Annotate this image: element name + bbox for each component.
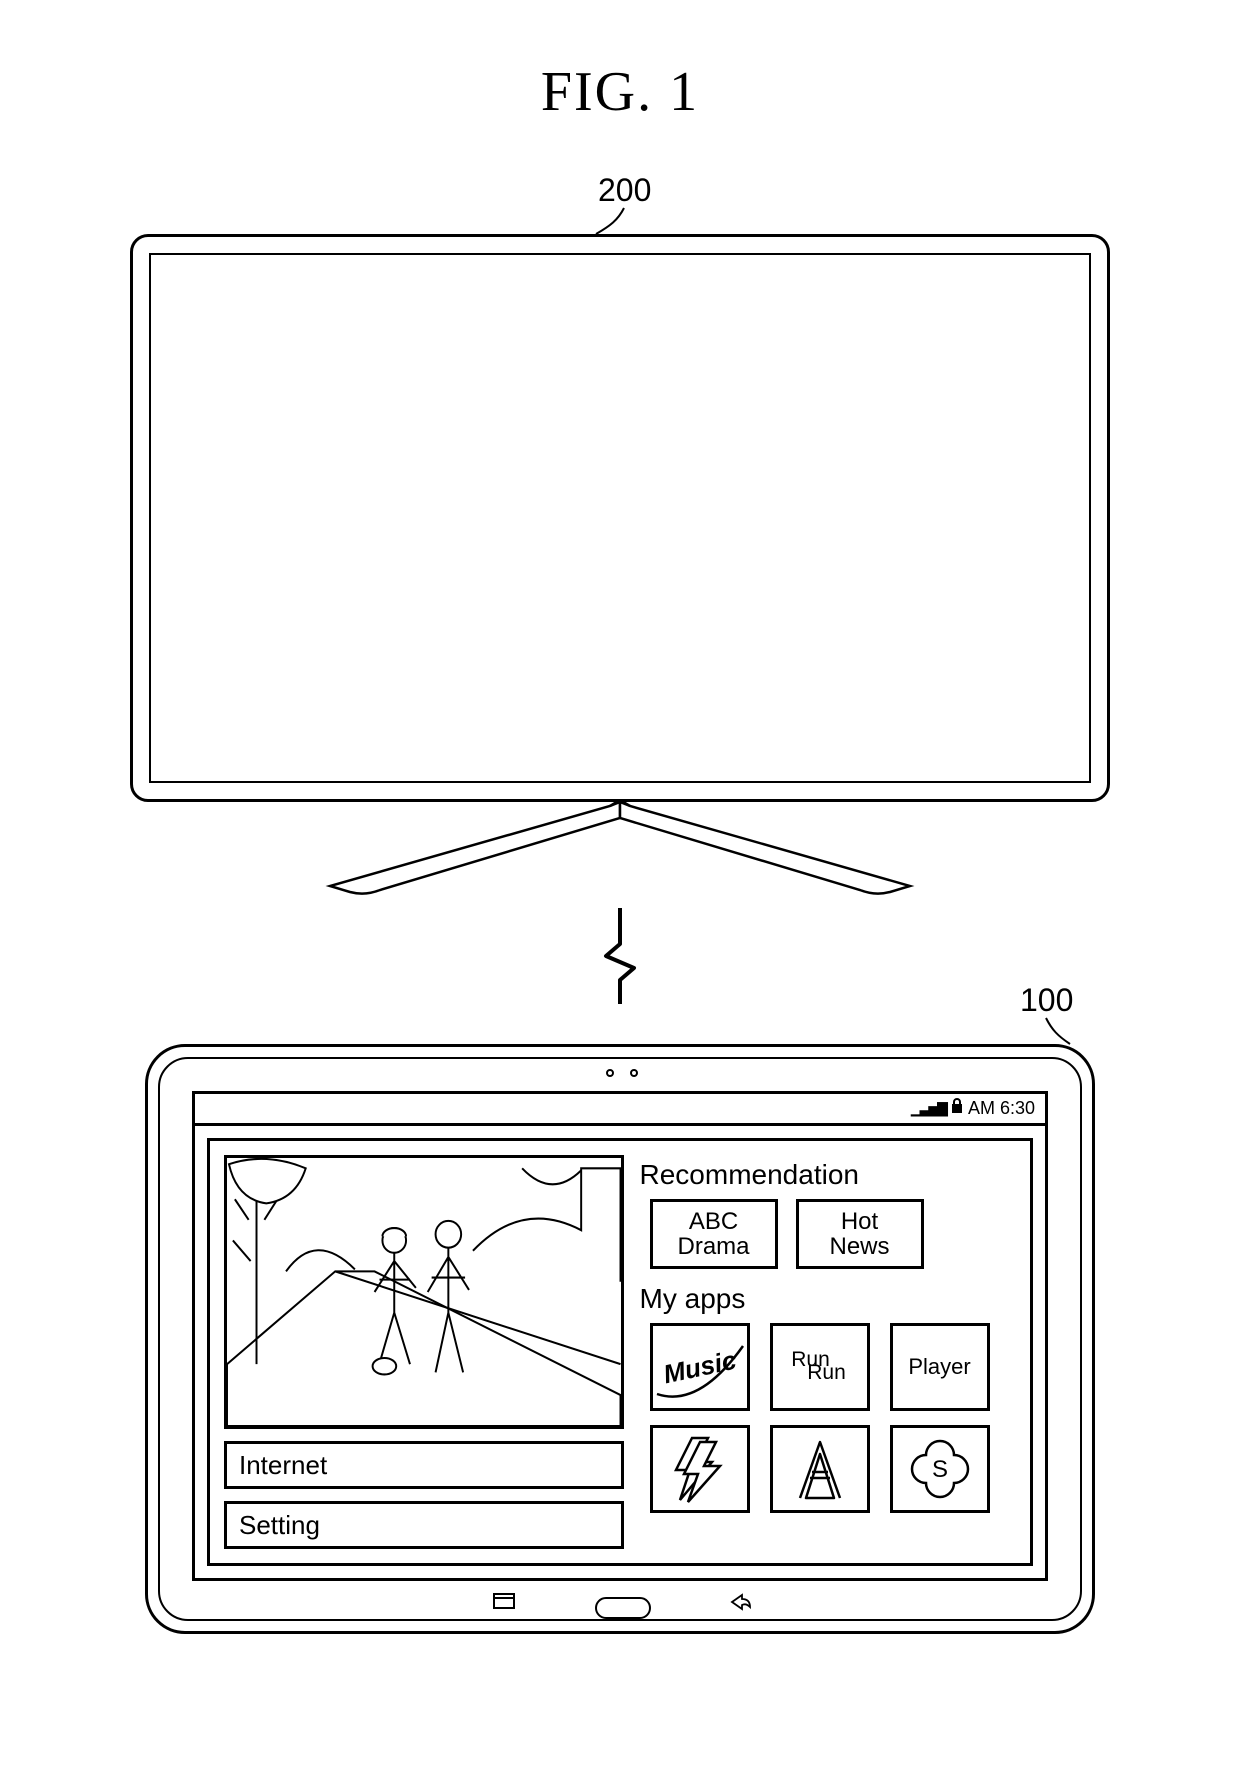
diagram-canvas: 200 100 ▁▃▅▇ (0, 124, 1240, 1724)
tablet-nav-recent[interactable] (493, 1592, 515, 1615)
app-letter-a[interactable] (770, 1425, 870, 1513)
flower-icon: S (900, 1429, 980, 1509)
recommendation-title: Recommendation (640, 1159, 1016, 1191)
content-area: Internet Setting Recommendation ABC Dram… (207, 1138, 1033, 1566)
app-player[interactable]: Player (890, 1323, 990, 1411)
app-music[interactable]: Music (650, 1323, 750, 1411)
status-time: AM 6:30 (968, 1098, 1035, 1119)
lightning-icon (670, 1434, 730, 1504)
app-lightning[interactable] (650, 1425, 750, 1513)
tablet-sensor-2 (630, 1069, 638, 1077)
app-label: Player (908, 1354, 970, 1380)
lock-icon (950, 1098, 964, 1119)
internet-button[interactable]: Internet (224, 1441, 624, 1489)
preview-illustration (227, 1158, 621, 1426)
rec-line1: Hot (841, 1209, 878, 1234)
signal-icon: ▁▃▅▇ (911, 1100, 946, 1117)
rec-line2: News (830, 1234, 890, 1259)
tablet-body: ▁▃▅▇ AM 6:30 (145, 1044, 1095, 1634)
letter-a-icon (790, 1434, 850, 1504)
svg-text:S: S (932, 1456, 948, 1483)
rec-tile-hot-news[interactable]: Hot News (796, 1199, 924, 1269)
rec-line1: ABC (689, 1209, 738, 1234)
tv-ref-label: 200 (598, 172, 651, 209)
tv-screen (149, 253, 1091, 783)
apps-grid: Music Run Run Player (636, 1323, 1016, 1513)
video-preview[interactable] (224, 1155, 624, 1429)
tablet-sensor-1 (606, 1069, 614, 1077)
status-bar: ▁▃▅▇ AM 6:30 (195, 1094, 1045, 1126)
setting-button[interactable]: Setting (224, 1501, 624, 1549)
app-runrun[interactable]: Run Run (770, 1323, 870, 1411)
tablet-nav-back[interactable] (728, 1593, 752, 1617)
tablet-home-button[interactable] (595, 1597, 651, 1619)
tv-body (130, 234, 1110, 802)
recommendation-row: ABC Drama Hot News (636, 1199, 1016, 1269)
rec-line2: Drama (678, 1234, 750, 1259)
wireless-icon (600, 906, 640, 1006)
tv-stand (310, 800, 930, 910)
right-column: Recommendation ABC Drama Hot News My app… (636, 1155, 1016, 1549)
figure-title: FIG. 1 (0, 0, 1240, 124)
app-flower-s[interactable]: S (890, 1425, 990, 1513)
myapps-title: My apps (640, 1283, 1016, 1315)
rec-tile-abc-drama[interactable]: ABC Drama (650, 1199, 778, 1269)
tablet-ref-label: 100 (1020, 982, 1073, 1019)
app-label: Run Run (793, 1351, 846, 1383)
tablet-screen[interactable]: ▁▃▅▇ AM 6:30 (192, 1091, 1048, 1581)
left-column: Internet Setting (224, 1155, 624, 1549)
